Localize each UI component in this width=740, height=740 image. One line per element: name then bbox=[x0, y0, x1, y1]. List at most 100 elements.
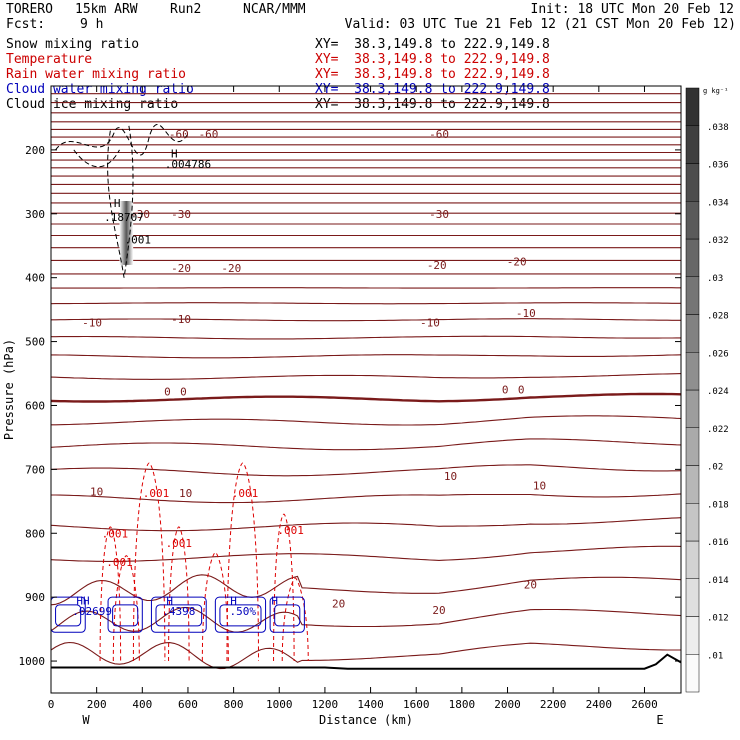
colorbar-cell bbox=[685, 654, 700, 693]
colorbar-tick-label: .012 bbox=[707, 614, 729, 624]
colorbar-cell bbox=[685, 616, 700, 655]
temperature-contour bbox=[51, 415, 682, 426]
y-tick-label: 400 bbox=[25, 272, 45, 285]
field-xy-range: XY= 38.3,149.8 to 222.9,149.8 bbox=[315, 52, 550, 67]
y-tick-label: 900 bbox=[25, 591, 45, 604]
colorbar-tick-label: .038 bbox=[707, 123, 729, 133]
y-tick-label: 500 bbox=[25, 336, 45, 349]
cloud-water-label: HH bbox=[76, 594, 89, 607]
temperature-contour bbox=[50, 574, 682, 606]
temperature-label: -10 bbox=[516, 307, 536, 320]
colorbar-cell bbox=[685, 427, 700, 466]
colorbar-cell bbox=[685, 125, 700, 164]
temperature-contour bbox=[50, 641, 681, 670]
temperature-label: -60 bbox=[169, 128, 189, 141]
cloud-water-contour bbox=[155, 604, 203, 627]
temperature-contour bbox=[50, 517, 682, 532]
x-tick-label: 2600 bbox=[631, 698, 658, 711]
rain-label: .001 bbox=[106, 556, 133, 569]
rain-contour bbox=[281, 577, 309, 662]
y-tick-label: 800 bbox=[25, 527, 45, 540]
x-tick-label: 200 bbox=[87, 698, 107, 711]
cloud-water-label: H bbox=[166, 594, 173, 607]
temperature-label: 20 bbox=[524, 578, 537, 591]
y-axis-label: Pressure (hPa) bbox=[2, 339, 16, 440]
cloud-water-contour bbox=[269, 596, 305, 633]
temperature-label: 20 bbox=[332, 598, 345, 611]
temperature-label: -20 bbox=[507, 256, 527, 269]
init-time: Init: 18 UTC Mon 20 Feb 12 bbox=[530, 2, 735, 17]
colorbar-cell bbox=[685, 163, 700, 202]
cloud-water-contour bbox=[55, 604, 82, 627]
rain-contour bbox=[132, 462, 166, 662]
rain-label: .001 bbox=[143, 487, 170, 500]
x-tick-label: 1400 bbox=[357, 698, 384, 711]
cloud-water-contour bbox=[219, 604, 262, 627]
temperature-label: -30 bbox=[130, 208, 150, 221]
y-tick-label: 700 bbox=[25, 463, 45, 476]
run-name: Run2 bbox=[170, 2, 202, 17]
rain-label: .001 bbox=[102, 527, 129, 540]
temperature-contour bbox=[51, 354, 682, 359]
terrain-line bbox=[51, 653, 682, 670]
west-label: W bbox=[82, 713, 90, 727]
rain-label: .001 bbox=[166, 537, 193, 550]
colorbar-tick-label: .034 bbox=[707, 198, 729, 208]
temperature-label: -10 bbox=[420, 316, 440, 329]
colorbar-tick-label: .02 bbox=[707, 463, 723, 473]
snow-label: H bbox=[171, 148, 178, 161]
colorbar-tick-label: .032 bbox=[707, 236, 729, 246]
temperature-label: -20 bbox=[171, 262, 191, 275]
cloud-water-label: .02699 bbox=[72, 605, 112, 618]
colorbar-cell bbox=[685, 503, 700, 542]
temperature-label: -60 bbox=[199, 128, 219, 141]
temperature-contour bbox=[50, 464, 682, 477]
snow-column-shading bbox=[119, 201, 134, 265]
x-tick-label: 2200 bbox=[540, 698, 567, 711]
colorbar-tick-label: .01 bbox=[707, 651, 723, 661]
colorbar-tick-label: .016 bbox=[707, 538, 729, 548]
forecast-hour: 9 h bbox=[80, 17, 104, 32]
field-label: Cloud ice mixing ratio bbox=[6, 97, 179, 112]
rain-contour bbox=[99, 526, 122, 662]
colorbar-tick-label: .028 bbox=[707, 312, 729, 322]
colorbar-tick-label: .022 bbox=[707, 425, 729, 435]
cloud-water-label: .50% bbox=[229, 605, 256, 618]
x-tick-label: 600 bbox=[178, 698, 198, 711]
temperature-label: -60 bbox=[429, 128, 449, 141]
temperature-label: 0 bbox=[502, 384, 509, 397]
snow-contour bbox=[107, 124, 134, 278]
y-tick-label: 600 bbox=[25, 399, 45, 412]
temperature-label: 10 bbox=[179, 487, 192, 500]
x-tick-label: 2400 bbox=[586, 698, 613, 711]
model-name: TORERO bbox=[6, 2, 53, 17]
field-label: Snow mixing ratio bbox=[6, 37, 140, 52]
rain-label: .001 bbox=[277, 524, 304, 537]
snow-label: .004786 bbox=[165, 158, 211, 171]
cloud-water-contour bbox=[150, 596, 207, 633]
y-tick-label: 1000 bbox=[19, 655, 46, 668]
snow-label: H bbox=[114, 197, 121, 210]
x-tick-label: 800 bbox=[224, 698, 244, 711]
colorbar-cell bbox=[685, 352, 700, 391]
field-xy-range: XY= 38.3,149.8 to 222.9,149.8 bbox=[315, 37, 550, 52]
y-tick-label: 200 bbox=[25, 144, 45, 157]
temperature-label: -20 bbox=[427, 259, 447, 272]
rain-label: .001 bbox=[232, 487, 259, 500]
temperature-contour bbox=[50, 606, 682, 633]
x-tick-label: 2000 bbox=[494, 698, 521, 711]
snow-label: .001 bbox=[124, 233, 151, 246]
x-tick-label: 1600 bbox=[403, 698, 430, 711]
colorbar-cell bbox=[685, 314, 700, 353]
temperature-contour bbox=[51, 318, 681, 322]
field-label: Temperature bbox=[6, 52, 93, 67]
east-label: E bbox=[656, 713, 663, 727]
colorbar-tick-label: .026 bbox=[707, 349, 729, 359]
cloud-water-contour bbox=[107, 596, 143, 633]
organization: NCAR/MMM bbox=[243, 2, 306, 17]
colorbar-cell bbox=[685, 540, 700, 579]
temperature-contour bbox=[50, 302, 681, 305]
plot-frame bbox=[50, 85, 682, 694]
cloud-water-contour bbox=[274, 604, 301, 627]
